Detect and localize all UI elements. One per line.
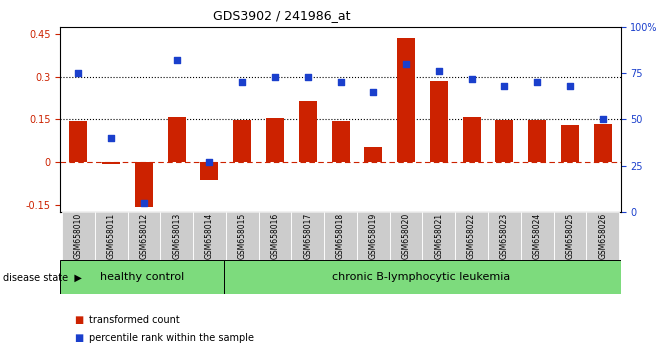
Text: GSM658015: GSM658015 [238,213,247,259]
Text: ■: ■ [74,333,83,343]
Point [106,135,117,141]
Point [368,89,378,95]
Text: GSM658020: GSM658020 [401,213,411,259]
Bar [324,212,357,260]
Point [466,76,477,81]
Bar [102,162,120,164]
Text: GSM658023: GSM658023 [500,213,509,259]
Text: GSM658021: GSM658021 [434,213,444,259]
Bar [462,116,480,162]
Text: GSM658026: GSM658026 [598,213,607,259]
Text: GSM658010: GSM658010 [74,213,83,259]
Bar [291,212,324,260]
Bar [455,212,488,260]
Point [171,57,182,63]
Bar [430,81,448,162]
Text: GDS3902 / 241986_at: GDS3902 / 241986_at [213,9,350,22]
Text: percentile rank within the sample: percentile rank within the sample [89,333,254,343]
Point [597,117,608,122]
Bar [201,162,219,179]
Bar [168,116,186,162]
Bar [495,120,513,162]
Point [73,70,84,76]
Bar [127,212,160,260]
Text: GSM658024: GSM658024 [533,213,541,259]
Point [303,74,313,80]
Bar [586,212,619,260]
Point [564,83,575,89]
Point [204,159,215,165]
Bar [364,147,382,162]
Text: GSM658013: GSM658013 [172,213,181,259]
Text: GSM658019: GSM658019 [369,213,378,259]
Bar [226,212,258,260]
Bar [135,162,153,207]
Bar [423,212,455,260]
Bar [331,121,350,162]
Point [237,80,248,85]
Text: GSM658017: GSM658017 [303,213,312,259]
Bar [266,118,284,162]
Text: ■: ■ [74,315,83,325]
Text: transformed count: transformed count [89,315,179,325]
Text: healthy control: healthy control [100,272,185,282]
Text: disease state  ▶: disease state ▶ [3,273,83,283]
Bar [397,38,415,162]
Bar [528,120,546,162]
Point [401,61,411,67]
Bar [390,212,423,260]
Text: GSM658022: GSM658022 [467,213,476,259]
Point [139,200,150,206]
Bar [357,212,390,260]
Point [531,80,542,85]
Bar [160,212,193,260]
Point [433,68,444,74]
Text: GSM658014: GSM658014 [205,213,214,259]
Text: GSM658012: GSM658012 [140,213,148,259]
Bar [521,212,554,260]
Point [499,83,510,89]
Bar [60,260,224,294]
Bar [488,212,521,260]
Point [336,80,346,85]
Bar [594,124,612,162]
Bar [258,212,291,260]
Bar [62,212,95,260]
Text: GSM658018: GSM658018 [336,213,345,259]
Point [270,74,280,80]
Bar [224,260,621,294]
Bar [554,212,586,260]
Bar [95,212,127,260]
Text: GSM658011: GSM658011 [107,213,115,259]
Text: GSM658025: GSM658025 [566,213,574,259]
Bar [299,101,317,162]
Text: GSM658016: GSM658016 [270,213,280,259]
Bar [69,121,87,162]
Bar [193,212,226,260]
Text: chronic B-lymphocytic leukemia: chronic B-lymphocytic leukemia [331,272,510,282]
Bar [561,125,579,162]
Bar [234,120,251,162]
